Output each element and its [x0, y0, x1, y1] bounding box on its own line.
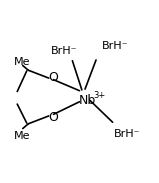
Text: 3+: 3+ [93, 91, 105, 100]
Text: Me: Me [14, 57, 30, 67]
Text: BrH⁻: BrH⁻ [51, 46, 77, 56]
Text: O: O [48, 71, 58, 84]
Text: Nb: Nb [79, 94, 96, 107]
Text: O: O [48, 111, 58, 124]
Text: BrH⁻: BrH⁻ [114, 129, 141, 139]
Text: BrH⁻: BrH⁻ [102, 41, 129, 51]
Text: Me: Me [14, 131, 30, 141]
